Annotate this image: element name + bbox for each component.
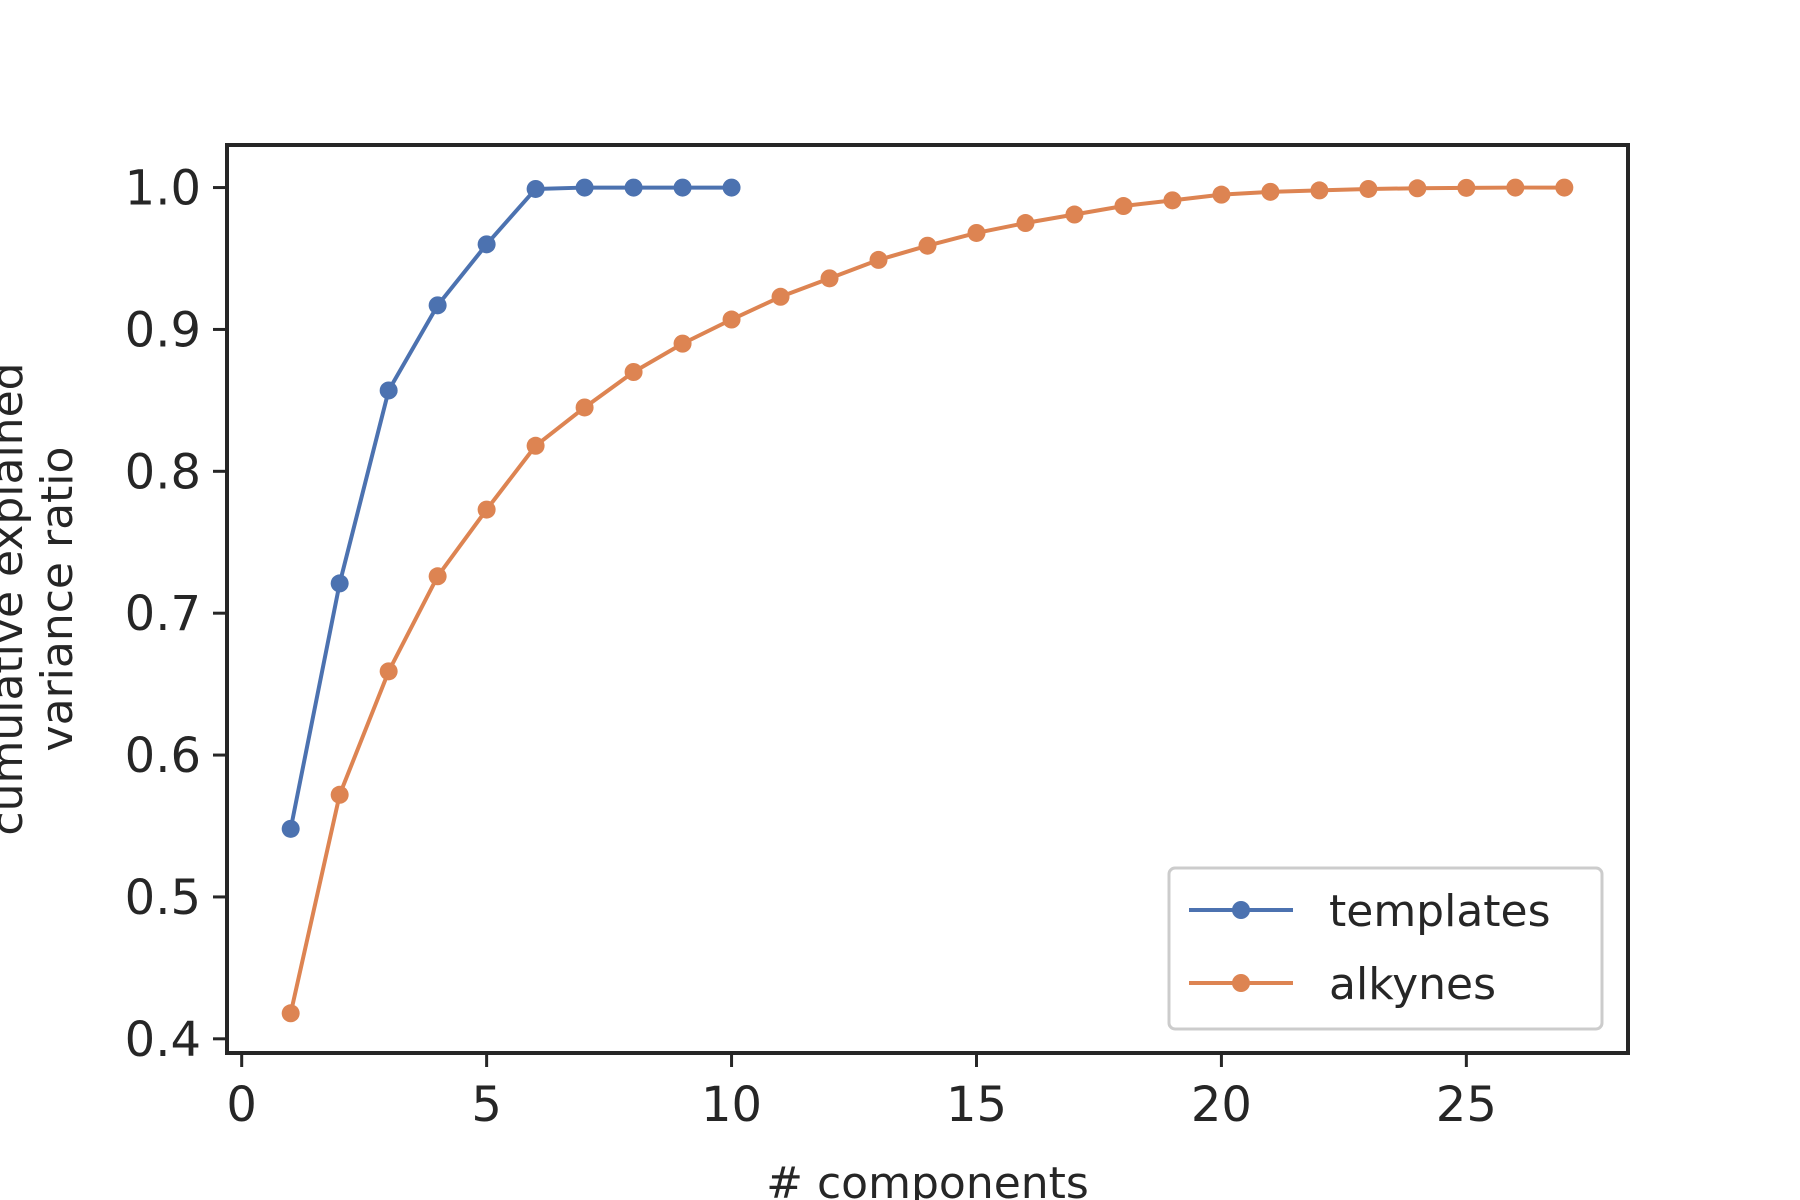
data-point-alkynes [1457, 178, 1476, 197]
data-point-alkynes [379, 662, 398, 681]
data-point-alkynes [869, 250, 888, 269]
data-point-alkynes [820, 269, 839, 288]
data-point-alkynes [526, 436, 545, 455]
plot-frame [225, 143, 1630, 1055]
data-point-templates [330, 574, 349, 593]
data-point-templates [281, 819, 300, 838]
data-point-templates [722, 178, 741, 197]
x-tick-label: 25 [1436, 1077, 1497, 1133]
x-tick-label: 5 [471, 1077, 502, 1133]
y-axis-title-line1: cumulative explained [0, 362, 33, 835]
series-line-templates [288, 185, 732, 830]
data-point-alkynes [967, 223, 986, 242]
data-point-alkynes [918, 236, 937, 255]
legend-label-alkynes: alkynes [1329, 959, 1496, 1010]
data-point-alkynes [1114, 197, 1133, 216]
data-point-alkynes [477, 500, 496, 519]
x-tick-label: 10 [701, 1077, 762, 1133]
data-point-alkynes [1310, 181, 1329, 200]
legend-marker-templates [1232, 901, 1250, 919]
y-tick-label: 0.7 [125, 586, 201, 642]
data-point-templates [575, 178, 594, 197]
y-tick-label: 0.9 [125, 302, 201, 358]
data-point-templates [379, 381, 398, 400]
data-point-templates [526, 179, 545, 198]
legend-label-templates: templates [1329, 886, 1551, 937]
data-point-alkynes [1065, 205, 1084, 224]
data-point-alkynes [330, 785, 349, 804]
x-tick-label: 0 [226, 1077, 257, 1133]
data-point-alkynes [673, 334, 692, 353]
x-axis-title: # components [766, 1158, 1089, 1200]
y-tick-label: 1.0 [125, 161, 201, 217]
y-tick-label: 0.6 [125, 728, 201, 784]
data-point-templates [428, 296, 447, 315]
data-point-templates [477, 235, 496, 254]
x-tick-label: 15 [946, 1077, 1007, 1133]
data-point-alkynes [575, 398, 594, 417]
y-axis-title-line2: variance ratio [32, 447, 83, 752]
data-point-alkynes [281, 1004, 300, 1023]
y-axis: 0.4 0.5 0.6 0.7 0.8 0.9 1.0 [125, 161, 227, 1068]
data-point-alkynes [1016, 214, 1035, 233]
data-point-templates [673, 178, 692, 197]
x-tick-label: 20 [1191, 1077, 1252, 1133]
legend-marker-alkynes [1232, 974, 1250, 992]
y-tick-label: 0.5 [125, 870, 201, 926]
data-point-templates [624, 178, 643, 197]
data-point-alkynes [1261, 182, 1280, 201]
y-tick-label: 0.4 [125, 1012, 201, 1068]
data-point-alkynes [771, 287, 790, 306]
plot-marks [281, 178, 1574, 1023]
data-point-alkynes [1408, 179, 1427, 198]
data-point-alkynes [1359, 179, 1378, 198]
data-point-alkynes [722, 310, 741, 329]
legend: templates alkynes [1167, 866, 1604, 1031]
y-tick-label: 0.8 [125, 444, 201, 500]
data-point-alkynes [1555, 178, 1574, 197]
data-point-alkynes [1506, 178, 1525, 197]
x-axis: 0 5 10 15 20 25 [226, 1053, 1497, 1133]
data-point-alkynes [428, 567, 447, 586]
data-point-alkynes [624, 363, 643, 381]
data-point-alkynes [1212, 185, 1231, 204]
data-point-alkynes [1163, 191, 1182, 210]
